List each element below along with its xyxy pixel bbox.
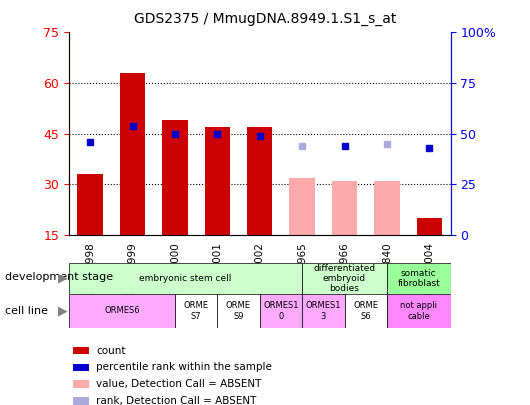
Bar [73,364,89,371]
Bar [302,294,344,328]
Bar [374,181,400,235]
Bar [247,127,272,235]
Text: value, Detection Call = ABSENT: value, Detection Call = ABSENT [96,379,261,389]
Text: somatic
fibroblast: somatic fibroblast [398,269,440,288]
Bar [69,263,302,294]
Text: ORMES6: ORMES6 [104,306,140,315]
Text: GDS2375 / MmugDNA.8949.1.S1_s_at: GDS2375 / MmugDNA.8949.1.S1_s_at [134,12,396,26]
Bar [73,380,89,388]
Bar [387,294,450,328]
Text: ORME
S9: ORME S9 [226,301,251,320]
Text: rank, Detection Call = ABSENT: rank, Detection Call = ABSENT [96,396,257,405]
Bar [302,263,387,294]
Text: ORMES1
0: ORMES1 0 [263,301,298,320]
Bar [120,73,145,235]
Bar [175,294,217,328]
Bar [344,294,387,328]
Bar [73,347,89,354]
Text: development stage: development stage [5,273,113,282]
Text: not appli
cable: not appli cable [400,301,437,320]
Bar [217,294,260,328]
Bar [289,177,315,235]
Bar [205,127,230,235]
Bar [332,181,357,235]
Bar [73,397,89,405]
Text: ORME
S6: ORME S6 [353,301,378,320]
Text: ▶: ▶ [58,305,67,318]
Bar [417,218,442,235]
Bar [69,294,175,328]
Text: embryonic stem cell: embryonic stem cell [139,274,232,283]
Bar [162,120,188,235]
Bar [387,263,450,294]
Text: ORME
S7: ORME S7 [183,301,209,320]
Text: percentile rank within the sample: percentile rank within the sample [96,362,272,373]
Text: ORMES1
3: ORMES1 3 [306,301,341,320]
Text: count: count [96,345,126,356]
Bar [260,294,302,328]
Bar [77,174,103,235]
Text: differentiated
embryoid
bodies: differentiated embryoid bodies [313,264,376,293]
Text: cell line: cell line [5,306,48,316]
Text: ▶: ▶ [58,271,67,284]
